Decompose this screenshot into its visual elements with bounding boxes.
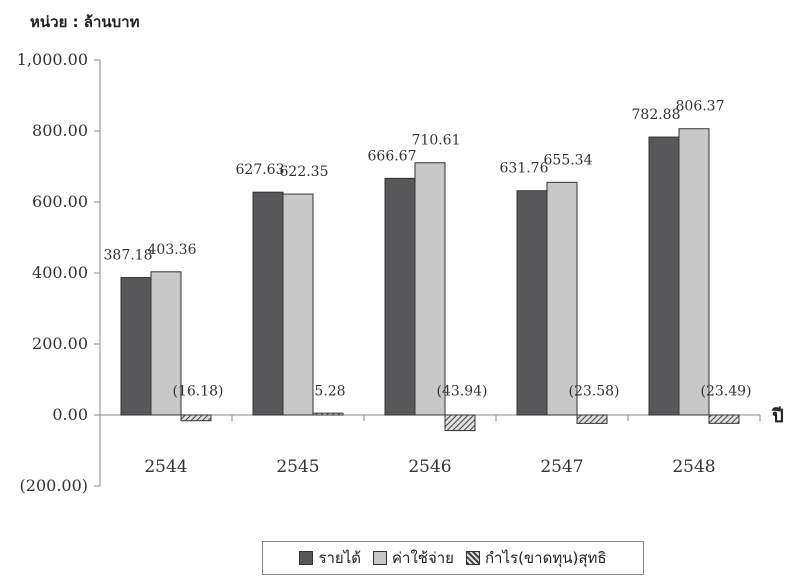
- legend: รายได้ ค่าใช้จ่าย กำไร(ขาดทุน)สุทธิ: [262, 541, 644, 575]
- y-tick-label: 600.00: [32, 192, 88, 211]
- y-tick-label: 1,000.00: [17, 50, 88, 69]
- x-tick-label: 2547: [540, 457, 583, 477]
- bar-expense: [414, 162, 446, 416]
- legend-label-revenue: รายได้: [318, 549, 361, 567]
- data-label-expense: 622.35: [280, 164, 329, 180]
- unit-label: หน่วย : ล้านบาท: [30, 13, 140, 31]
- bar-expense: [150, 271, 182, 416]
- x-tick-label: 2544: [144, 457, 187, 477]
- legend-item-revenue: รายได้: [299, 546, 361, 570]
- data-label-revenue: 782.88: [632, 107, 681, 123]
- y-tick-label: (200.00): [20, 476, 88, 495]
- bar-expense: [678, 128, 710, 416]
- data-label-revenue: 387.18: [104, 248, 153, 264]
- legend-swatch-profit: [465, 551, 480, 565]
- y-tick-label: 0.00: [52, 405, 88, 424]
- x-tick-label: 2546: [408, 457, 451, 477]
- data-label-net-profit: (23.49): [700, 383, 751, 399]
- x-tick-label: 2545: [276, 457, 319, 477]
- bar-expense: [546, 181, 578, 416]
- bar-net-profit: [444, 414, 476, 432]
- y-tick-label: 800.00: [32, 121, 88, 140]
- legend-swatch-revenue: [299, 551, 314, 565]
- data-label-net-profit: (16.18): [172, 383, 223, 399]
- data-label-expense: 806.37: [676, 99, 725, 115]
- x-axis-label: ปี: [771, 406, 784, 427]
- bar-expense: [282, 193, 314, 416]
- bar-revenue: [384, 177, 416, 416]
- data-label-revenue: 666.67: [368, 148, 417, 164]
- legend-swatch-expense: [373, 551, 387, 565]
- bar-net-profit: [180, 414, 212, 422]
- bar-net-profit: [312, 412, 344, 416]
- bar-revenue: [252, 191, 284, 416]
- bar-revenue: [120, 277, 152, 416]
- x-tick-label: 2548: [672, 457, 715, 477]
- data-label-revenue: 631.76: [500, 161, 549, 177]
- legend-label-expense: ค่าใช้จ่าย: [392, 549, 454, 567]
- bars: [120, 128, 740, 432]
- bar-revenue: [648, 136, 680, 416]
- data-label-revenue: 627.63: [236, 162, 285, 178]
- y-tick-label: 200.00: [32, 334, 88, 353]
- bar-net-profit: [708, 414, 740, 424]
- data-label-net-profit: (23.58): [568, 383, 619, 399]
- data-label-expense: 710.61: [412, 133, 461, 149]
- legend-item-expense: ค่าใช้จ่าย: [373, 546, 454, 570]
- y-tick-label: 400.00: [32, 263, 88, 282]
- bar-revenue: [516, 190, 548, 416]
- legend-label-profit: กำไร(ขาดทุน)สุทธิ: [484, 549, 607, 567]
- data-label-net-profit: (43.94): [436, 383, 487, 399]
- data-label-expense: 655.34: [544, 152, 593, 168]
- legend-item-profit: กำไร(ขาดทุน)สุทธิ: [465, 546, 607, 570]
- data-label-expense: 403.36: [148, 242, 197, 258]
- data-label-net-profit: 5.28: [314, 383, 345, 399]
- bar-net-profit: [576, 414, 608, 424]
